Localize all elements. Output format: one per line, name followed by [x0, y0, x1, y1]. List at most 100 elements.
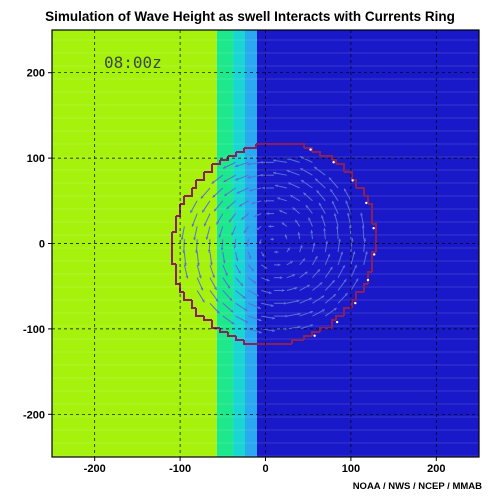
current-arrow-head: [289, 261, 293, 264]
current-arrow-head: [308, 217, 311, 221]
current-arrow-head: [306, 284, 310, 288]
ring-marker: [365, 201, 368, 205]
current-arrow-head: [256, 227, 260, 231]
current-arrow-head: [295, 219, 298, 223]
current-arrow-head: [272, 329, 276, 333]
current-arrow-head: [182, 250, 186, 254]
current-arrow-head: [333, 213, 337, 217]
current-arrow-head: [238, 203, 242, 207]
current-arrow-head: [290, 195, 294, 198]
current-arrow-head: [344, 293, 348, 296]
current-arrow-head: [185, 275, 189, 279]
current-arrow-head: [258, 318, 262, 322]
current-arrow-head: [209, 262, 213, 266]
current-arrow-head: [222, 260, 226, 264]
ring-marker: [309, 148, 312, 151]
current-arrow-head: [329, 266, 333, 270]
current-arrows: [180, 155, 368, 334]
x-tick-label: 200: [427, 463, 445, 475]
current-arrow-head: [214, 287, 217, 291]
current-arrow-head: [235, 258, 239, 262]
current-arrow-head: [249, 188, 253, 192]
current-arrow-head: [279, 276, 283, 280]
current-arrow-head: [212, 194, 216, 198]
current-arrow-head: [197, 263, 200, 266]
current-arrow-head: [211, 180, 215, 184]
current-arrow-head: [273, 171, 276, 175]
y-tick-label: 200: [27, 68, 45, 80]
current-arrow-head: [292, 207, 296, 211]
current-arrow-head: [314, 178, 318, 182]
current-arrow-head: [299, 156, 303, 159]
current-arrow-head: [247, 175, 251, 179]
ring-marker: [313, 334, 316, 337]
current-arrow-head: [301, 180, 305, 183]
ring-marker: [372, 226, 375, 230]
ring-marker: [366, 278, 370, 282]
current-arrow-head: [314, 166, 318, 170]
current-arrow-head: [257, 306, 261, 309]
current-arrow-head: [331, 280, 335, 284]
current-arrow-head: [335, 225, 339, 229]
current-arrow-head: [184, 263, 187, 266]
current-arrow-head: [297, 232, 301, 235]
current-arrow-head: [203, 223, 207, 227]
current-arrow-head: [268, 224, 271, 228]
current-arrow-head: [354, 264, 357, 268]
timestamp-label: 08:00z: [104, 53, 162, 72]
current-arrow-head: [214, 208, 217, 212]
current-arrow-head: [255, 293, 259, 297]
current-arrow-head: [316, 190, 320, 194]
current-arrow-head: [345, 200, 349, 204]
current-arrow-head: [222, 165, 226, 169]
current-arrow-head: [325, 240, 329, 244]
current-arrow-head: [198, 275, 202, 279]
current-arrow-head: [193, 237, 197, 241]
y-tick-label: -100: [23, 324, 45, 336]
current-arrow-head: [340, 251, 344, 255]
current-arrow-head: [226, 206, 230, 209]
axis-ticks: -200 -100 0 100 200 -200 -100 0 100 200: [23, 68, 446, 475]
current-arrow-head: [212, 275, 215, 279]
band-0: [52, 30, 217, 457]
ring-marker: [373, 253, 376, 256]
current-arrow-head: [344, 188, 347, 192]
current-arrow-head: [244, 320, 248, 323]
current-arrow-head: [251, 201, 255, 205]
current-arrow-head: [266, 212, 269, 216]
current-arrow-head: [287, 182, 291, 186]
current-arrow-head: [312, 242, 316, 246]
current-arrow-head: [247, 162, 251, 166]
current-arrow-head: [272, 316, 276, 320]
current-arrow-head: [270, 304, 274, 307]
current-arrow-head: [350, 238, 354, 241]
current-arrow-head: [264, 265, 268, 269]
current-arrow-head: [270, 237, 273, 241]
current-arrow-head: [304, 271, 308, 275]
current-arrow-head: [235, 177, 239, 181]
current-arrow-head: [237, 270, 241, 274]
current-arrow-head: [321, 309, 325, 313]
current-arrow-head: [292, 274, 296, 277]
current-arrow-head: [348, 225, 352, 228]
current-arrow-head: [317, 269, 320, 273]
current-arrow-head: [225, 272, 228, 276]
current-arrow-head: [277, 197, 281, 201]
current-arrow-head: [205, 236, 209, 240]
chart-title: Simulation of Wave Height as swell Inter…: [45, 9, 455, 24]
current-arrow-head: [258, 330, 262, 334]
current-arrow-head: [319, 282, 323, 286]
current-arrow-head: [230, 309, 234, 313]
current-arrow-head: [233, 245, 237, 249]
current-arrow-head: [310, 324, 314, 328]
band-1: [216, 30, 234, 457]
current-arrow-head: [333, 308, 337, 311]
current-arrow-head: [360, 212, 363, 216]
current-arrow-head: [327, 253, 331, 257]
x-tick-label: -200: [84, 463, 106, 475]
ring-marker: [335, 320, 339, 324]
current-arrow-head: [347, 212, 350, 216]
current-arrow-head: [190, 210, 193, 214]
current-arrow-head: [305, 205, 309, 209]
current-arrow-head: [302, 258, 306, 262]
